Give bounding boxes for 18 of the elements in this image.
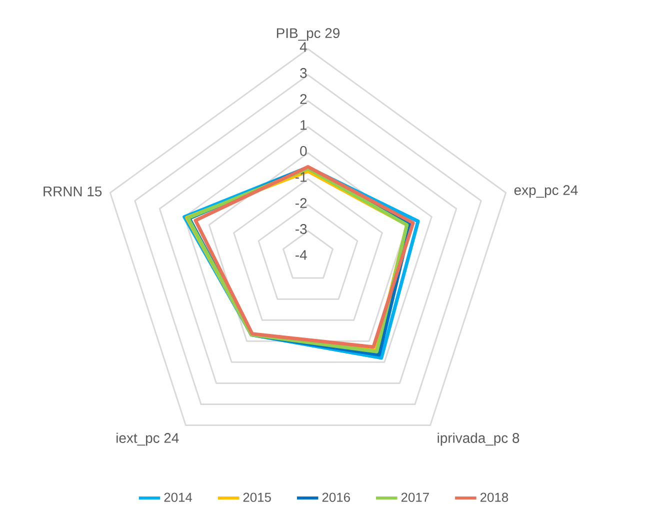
- y-tick-label: 3: [300, 68, 307, 78]
- spoke-label: exp_pc 24: [514, 185, 578, 198]
- y-tick-label: -2: [296, 198, 307, 208]
- legend-label: 2016: [322, 492, 350, 502]
- spoke-label: iext_pc 24: [116, 432, 179, 446]
- y-tick-label: -4: [296, 250, 307, 260]
- legend-label: 2014: [164, 492, 192, 502]
- spoke-label: RRNN 15: [44, 186, 102, 196]
- y-tick-label: 1: [300, 120, 307, 130]
- y-tick-label: 2: [300, 94, 307, 104]
- y-tick-label: 4: [300, 42, 307, 52]
- y-tick-label: -3: [296, 224, 307, 234]
- legend-label: 2018: [480, 492, 508, 502]
- spoke-label: iprivada_pc 8: [438, 432, 520, 446]
- y-tick-label: 0: [300, 146, 307, 156]
- spoke-label: PIB_pc 29: [276, 28, 340, 41]
- legend-label: 2017: [401, 492, 429, 502]
- legend-label: 2015: [243, 492, 271, 502]
